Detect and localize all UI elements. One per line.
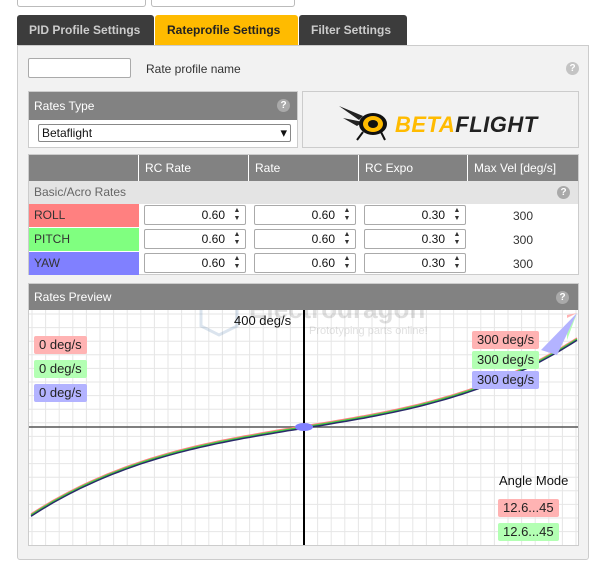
help-icon[interactable]: ?	[557, 186, 570, 199]
help-icon[interactable]: ?	[566, 62, 579, 75]
top-stub-left	[17, 0, 146, 7]
bee-icon	[339, 106, 387, 141]
column-header-axis	[29, 155, 139, 181]
tab-bar: PID Profile Settings Rateprofile Setting…	[17, 15, 408, 45]
rates-table: RC Rate Rate RC Expo Max Vel [deg/s] Bas…	[28, 154, 579, 275]
watermark: Electrodragon Prototyping parts online!	[199, 310, 428, 337]
column-header-rc-rate: RC Rate	[139, 155, 249, 181]
spinner-icon[interactable]: ▲ ▼	[343, 207, 351, 222]
column-header-rate: Rate	[249, 155, 359, 181]
yaw-rate-input[interactable]: 0.60 ▲ ▼	[254, 253, 356, 273]
roll-current-rate: 0 deg/s	[34, 336, 87, 354]
rates-graph: Electrodragon Prototyping parts online! …	[29, 310, 578, 545]
column-header-max-vel: Max Vel [deg/s]	[468, 155, 578, 181]
spinner-icon[interactable]: ▲ ▼	[453, 255, 461, 270]
axis-label-yaw: YAW	[29, 252, 139, 275]
yaw-max-rate: 300 deg/s	[472, 371, 540, 389]
rates-type-title: Rates Type	[34, 99, 95, 113]
betaflight-logo: BETAFLIGHT	[302, 91, 579, 148]
axis-label-pitch: PITCH	[29, 228, 139, 251]
yaw-current-rate: 0 deg/s	[34, 384, 87, 402]
roll-max-rate: 300 deg/s	[472, 331, 540, 349]
chevron-down-icon: ▾	[280, 125, 287, 140]
logo-wordmark: BETAFLIGHT	[395, 112, 538, 138]
watermark-subtitle: Prototyping parts online!	[309, 325, 428, 337]
tab-pid-profile[interactable]: PID Profile Settings	[17, 15, 154, 45]
watermark-title: Electrodragon	[249, 310, 425, 324]
logo-text-flight: FLIGHT	[455, 112, 538, 137]
rates-type-header: Rates Type	[29, 92, 297, 120]
spinner-icon[interactable]: ▲ ▼	[233, 255, 241, 270]
spinner-icon[interactable]: ▲ ▼	[453, 207, 461, 222]
rates-type-select[interactable]: Betaflight ▾	[38, 124, 291, 142]
center-point	[295, 423, 313, 431]
pitch-rc-expo-input[interactable]: 0.30 ▲ ▼	[364, 229, 466, 249]
spinner-icon[interactable]: ▲ ▼	[343, 255, 351, 270]
pitch-angle-limit: 12.6...45	[498, 523, 559, 541]
pitch-rc-rate-input[interactable]: 0.60 ▲ ▼	[144, 229, 246, 249]
roll-rate-value: 0.60	[311, 208, 335, 222]
roll-angle-limit: 12.6...45	[498, 499, 559, 517]
yaw-label-pointer	[541, 313, 577, 355]
section-basic-acro: Basic/Acro Rates ?	[29, 181, 578, 204]
rateprofile-panel: Rate profile name ? Rates Type ? Betafli…	[17, 45, 589, 560]
pitch-rc-rate-value: 0.60	[201, 232, 225, 246]
yaw-rate-value: 0.60	[311, 256, 335, 270]
spinner-icon[interactable]: ▲ ▼	[343, 231, 351, 246]
pitch-rate-input[interactable]: 0.60 ▲ ▼	[254, 229, 356, 249]
max-rate-label: 400 deg/s	[234, 313, 292, 328]
roll-rc-expo-input[interactable]: 0.30 ▲ ▼	[364, 205, 466, 225]
spinner-icon[interactable]: ▲ ▼	[233, 207, 241, 222]
spinner-icon[interactable]: ▲ ▼	[453, 231, 461, 246]
rate-profile-name-label: Rate profile name	[146, 62, 241, 76]
pitch-rc-expo-value: 0.30	[421, 232, 445, 246]
pitch-current-rate: 0 deg/s	[34, 360, 87, 378]
rates-preview-header: Rates Preview	[29, 284, 578, 310]
yaw-rc-rate-value: 0.60	[201, 256, 225, 270]
rate-profile-name-input[interactable]	[28, 58, 131, 78]
roll-max-vel: 300	[512, 209, 534, 223]
yaw-rc-expo-value: 0.30	[421, 256, 445, 270]
pitch-rate-value: 0.60	[311, 232, 335, 246]
tab-rateprofile[interactable]: Rateprofile Settings	[155, 15, 298, 45]
angle-mode-label: Angle Mode	[499, 473, 569, 488]
section-title: Basic/Acro Rates	[34, 185, 127, 199]
yaw-max-vel: 300	[512, 257, 534, 271]
column-header-rc-expo: RC Expo	[359, 155, 468, 181]
yaw-rc-expo-input[interactable]: 0.30 ▲ ▼	[364, 253, 466, 273]
rates-type-selected: Betaflight	[42, 126, 93, 140]
yaw-rc-rate-input[interactable]: 0.60 ▲ ▼	[144, 253, 246, 273]
roll-rc-expo-value: 0.30	[421, 208, 445, 222]
roll-rate-input[interactable]: 0.60 ▲ ▼	[254, 205, 356, 225]
pitch-label-pointer	[567, 313, 577, 340]
roll-label-pointer	[567, 313, 577, 318]
roll-rc-rate-input[interactable]: 0.60 ▲ ▼	[144, 205, 246, 225]
rates-preview-title: Rates Preview	[34, 290, 112, 304]
help-icon[interactable]: ?	[277, 99, 290, 112]
pitch-max-vel: 300	[512, 233, 534, 247]
roll-rc-rate-value: 0.60	[201, 208, 225, 222]
logo-text-beta: BETA	[395, 112, 456, 137]
spinner-icon[interactable]: ▲ ▼	[233, 231, 241, 246]
rates-preview: Rates Preview ? Electrodragon Prototypin…	[28, 283, 579, 546]
top-stub-right	[151, 0, 295, 7]
help-icon[interactable]: ?	[556, 291, 569, 304]
pitch-max-rate: 300 deg/s	[472, 351, 540, 369]
rates-type-box: Rates Type ? Betaflight ▾	[28, 91, 298, 148]
tab-filter[interactable]: Filter Settings	[299, 15, 407, 45]
axis-label-roll: ROLL	[29, 204, 139, 227]
